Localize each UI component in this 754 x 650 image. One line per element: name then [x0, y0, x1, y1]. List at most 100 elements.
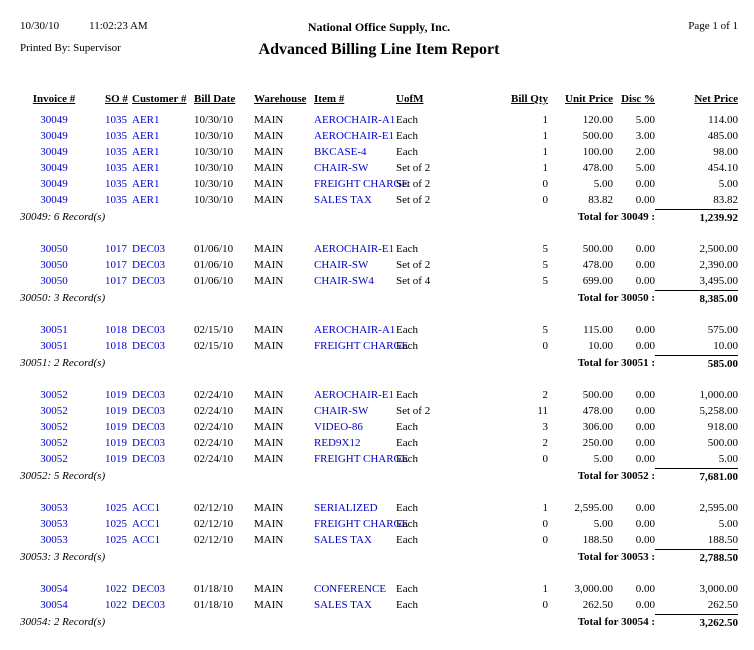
bill-date: 02/12/10 [194, 502, 234, 514]
column-header-invoice: Invoice # [20, 90, 88, 110]
warehouse: MAIN [254, 275, 284, 287]
line-item-row: 30049 1035 AER1 10/30/10 MAIN AEROCHAIR-A1 Eac… [20, 112, 738, 128]
net-price: 83.82 [713, 194, 738, 206]
report-time: 11:02:23 AM [89, 20, 148, 32]
net-price: 3,495.00 [699, 275, 739, 287]
disc-percent: 0.00 [635, 534, 655, 546]
invoice-number: 30049 [40, 146, 68, 158]
line-item-row: 30053 1025 ACC1 02/12/10 MAIN FREIGHT CHARGE E… [20, 516, 738, 532]
group-record-count: 30052: 5 Record(s) [20, 470, 106, 482]
column-header-row: Invoice # SO # Customer # Bill Date Ware… [20, 90, 738, 110]
uofm: Each [396, 114, 418, 126]
line-item-row: 30049 1035 AER1 10/30/10 MAIN AEROCHAIR-E1 Eac… [20, 128, 738, 144]
group-footer: 30053: 3 Record(s) Total for 30053 :2,788… [20, 549, 738, 567]
line-item-row: 30049 1035 AER1 10/30/10 MAIN SALES TAX Set of… [20, 192, 738, 208]
net-price: 10.00 [713, 340, 738, 352]
unit-price: 2,595.00 [574, 502, 614, 514]
bill-date: 02/12/10 [194, 518, 234, 530]
invoice-number: 30054 [40, 599, 68, 611]
bill-date: 10/30/10 [194, 194, 234, 206]
column-header-invoice-label: Invoice # [32, 93, 76, 105]
invoice-number: 30049 [40, 178, 68, 190]
customer-number: ACC1 [132, 534, 161, 546]
warehouse: MAIN [254, 324, 284, 336]
group-total-amount: 2,788.50 [655, 549, 738, 567]
net-price: 3,000.00 [699, 583, 739, 595]
unit-price: 188.50 [582, 534, 613, 546]
item-number: SALES TAX [314, 599, 372, 611]
column-header-customer-label: Customer # [132, 93, 187, 105]
item-number: SALES TAX [314, 534, 372, 546]
column-header-bill-qty-label: Bill Qty [511, 93, 548, 105]
so-number: 1018 [105, 324, 127, 336]
uofm: Each [396, 243, 418, 255]
bill-qty: 1 [542, 114, 549, 126]
so-number: 1022 [105, 583, 127, 595]
unit-price: 5.00 [593, 453, 613, 465]
group-record-count: 30054: 2 Record(s) [20, 616, 106, 628]
warehouse: MAIN [254, 421, 284, 433]
net-price: 575.00 [707, 324, 738, 336]
net-price: 2,390.00 [699, 259, 739, 271]
invoice-number: 30049 [40, 130, 68, 142]
unit-price: 5.00 [593, 518, 613, 530]
invoice-number: 30052 [40, 453, 68, 465]
net-price: 918.00 [707, 421, 738, 433]
bill-date: 02/15/10 [194, 324, 234, 336]
so-number: 1035 [105, 178, 127, 190]
group-footer: 30052: 5 Record(s) Total for 30052 :7,681… [20, 468, 738, 486]
report-title: Advanced Billing Line Item Report [258, 41, 500, 58]
customer-number: DEC03 [132, 389, 165, 401]
net-price: 2,500.00 [699, 243, 739, 255]
group-total-amount: 1,239.92 [655, 209, 738, 227]
bill-qty: 5 [542, 324, 549, 336]
item-number: AEROCHAIR-E1 [314, 243, 395, 255]
uofm: Each [396, 502, 418, 514]
bill-qty: 1 [542, 146, 549, 158]
so-number: 1025 [105, 502, 127, 514]
bill-date: 02/24/10 [194, 421, 234, 433]
so-number: 1018 [105, 340, 127, 352]
customer-number: AER1 [132, 194, 160, 206]
invoice-group: 30052 1019 DEC03 02/24/10 MAIN AEROCHAIR-E1 Ea… [20, 387, 738, 486]
disc-percent: 0.00 [635, 437, 655, 449]
item-number: VIDEO-86 [314, 421, 363, 433]
uofm: Set of 2 [396, 405, 431, 417]
so-number: 1019 [105, 405, 127, 417]
uofm: Each [396, 453, 418, 465]
warehouse: MAIN [254, 405, 284, 417]
customer-number: DEC03 [132, 583, 165, 595]
warehouse: MAIN [254, 437, 284, 449]
uofm: Each [396, 534, 418, 546]
column-header-disc: Disc % [613, 90, 655, 110]
unit-price: 500.00 [582, 389, 613, 401]
customer-number: DEC03 [132, 275, 165, 287]
so-number: 1035 [105, 114, 127, 126]
invoice-number: 30051 [40, 340, 68, 352]
header-center-block: National Office Supply, Inc. Advanced Bi… [20, 20, 738, 59]
line-item-row: 30052 1019 DEC03 02/24/10 MAIN VIDEO-86 Each 3 3… [20, 419, 738, 435]
uofm: Each [396, 389, 418, 401]
item-number: FREIGHT CHARGE [314, 340, 409, 352]
item-number: AEROCHAIR-E1 [314, 130, 395, 142]
group-total-label: Total for 30049 : [577, 211, 655, 223]
column-header-warehouse-label: Warehouse [254, 93, 307, 105]
so-number: 1019 [105, 453, 127, 465]
group-record-count: 30049: 6 Record(s) [20, 211, 106, 223]
uofm: Each [396, 340, 418, 352]
disc-percent: 0.00 [635, 178, 655, 190]
item-number: FREIGHT CHARGE [314, 518, 409, 530]
company-name: National Office Supply, Inc. [307, 20, 451, 34]
so-number: 1019 [105, 421, 127, 433]
warehouse: MAIN [254, 518, 284, 530]
warehouse: MAIN [254, 389, 284, 401]
line-item-row: 30051 1018 DEC03 02/15/10 MAIN AEROCHAIR-A1 Ea… [20, 322, 738, 338]
bill-qty: 5 [542, 243, 549, 255]
unit-price: 478.00 [582, 405, 613, 417]
bill-date: 01/18/10 [194, 599, 234, 611]
column-header-bill-date: Bill Date [194, 90, 254, 110]
net-price: 188.50 [707, 534, 738, 546]
item-number: AEROCHAIR-E1 [314, 389, 395, 401]
group-footer: 30054: 2 Record(s) Total for 30054 :3,262… [20, 614, 738, 632]
uofm: Set of 2 [396, 178, 431, 190]
